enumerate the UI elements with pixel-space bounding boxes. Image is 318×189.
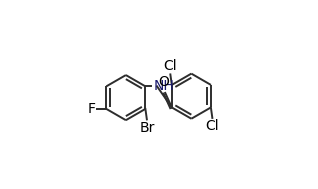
Text: F: F bbox=[87, 102, 95, 116]
Text: O: O bbox=[158, 75, 169, 89]
Text: NH: NH bbox=[153, 79, 174, 93]
Text: Cl: Cl bbox=[205, 119, 219, 133]
Text: Cl: Cl bbox=[163, 59, 177, 73]
Text: Br: Br bbox=[139, 121, 155, 135]
